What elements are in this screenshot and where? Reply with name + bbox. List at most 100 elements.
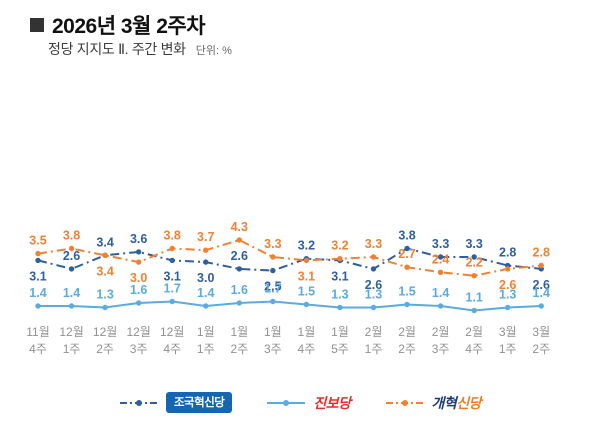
legend-label-gaehyuk-b: 신당 xyxy=(456,394,482,411)
legend-line-sample-gaehyuk xyxy=(385,399,424,406)
value-label: 2.2 xyxy=(465,256,482,270)
value-label: 3.0 xyxy=(130,271,147,285)
value-label: 3.1 xyxy=(298,269,315,283)
data-point xyxy=(203,303,209,309)
data-point xyxy=(270,267,276,274)
data-point xyxy=(505,266,511,272)
data-point xyxy=(68,303,75,309)
data-point xyxy=(538,262,544,269)
value-label: 3.3 xyxy=(365,237,382,251)
data-point xyxy=(102,252,108,258)
x-axis-label: 3주 xyxy=(130,342,148,356)
value-label: 1.1 xyxy=(465,291,482,305)
data-point xyxy=(35,250,41,257)
x-axis-label: 3주 xyxy=(264,342,282,356)
value-label: 3.1 xyxy=(29,269,46,283)
x-axis-label: 4주 xyxy=(298,342,316,356)
data-point xyxy=(370,266,377,272)
x-axis-label: 2월 xyxy=(398,325,416,339)
data-point xyxy=(303,257,310,264)
x-axis-label: 2주 xyxy=(230,342,248,356)
x-axis-label: 4주 xyxy=(29,342,47,356)
value-label: 1.3 xyxy=(96,288,113,302)
value-label: 1.6 xyxy=(231,283,248,297)
value-label: 1.5 xyxy=(398,285,415,299)
data-point xyxy=(471,254,477,260)
x-axis-label: 2월 xyxy=(465,325,483,339)
value-label: 3.0 xyxy=(197,271,214,285)
data-point xyxy=(135,300,142,306)
x-axis-label: 12월 xyxy=(93,325,117,339)
value-label: 1.4 xyxy=(432,286,449,300)
legend-item-jinbo: 진보당 xyxy=(266,393,351,413)
data-point xyxy=(370,304,377,311)
legend-line-sample-jokuk xyxy=(119,399,158,406)
data-point xyxy=(135,259,142,265)
data-point xyxy=(203,247,209,253)
x-axis-label: 1월 xyxy=(264,325,282,339)
x-axis-label: 2주 xyxy=(532,342,550,356)
x-axis-label: 2월 xyxy=(365,325,383,339)
legend-item-jokuk: 조국혁신당 xyxy=(119,392,233,413)
value-label: 1.7 xyxy=(164,282,181,296)
x-axis-label: 3월 xyxy=(499,325,517,339)
data-point xyxy=(437,254,444,260)
x-axis-label: 1월 xyxy=(298,325,316,339)
value-label: 1.4 xyxy=(533,286,550,300)
value-label: 1.5 xyxy=(298,285,315,299)
series-line-진보당 xyxy=(38,300,542,312)
data-point xyxy=(337,256,343,262)
value-label: 3.2 xyxy=(298,239,315,253)
series-line-개혁신당 xyxy=(37,238,542,277)
data-point xyxy=(169,257,175,264)
unit-label: 단위: % xyxy=(195,45,232,57)
value-label: 3.3 xyxy=(465,237,482,251)
legend-label-jokuk: 조국혁신당 xyxy=(165,392,233,413)
value-label: 3.5 xyxy=(29,234,46,248)
data-point xyxy=(337,304,343,311)
value-label: 1.3 xyxy=(365,288,382,302)
page-title: 2026년 3월 2주차 xyxy=(52,15,206,38)
party-support-line-chart: 11월 4주 12월 1주 12월 2주 12월 3주 12월 4주 1월 1주 1월 2주 1월 3주 1월 4… xyxy=(26,220,550,356)
data-point xyxy=(68,245,75,252)
value-label: 1.3 xyxy=(499,288,516,302)
data-point xyxy=(236,266,242,272)
data-point xyxy=(236,300,242,306)
value-label: 1.4 xyxy=(29,286,46,300)
value-label: 3.8 xyxy=(63,229,80,243)
legend-label-gaehyuk: 개혁신당 xyxy=(432,393,482,413)
data-point xyxy=(68,266,75,272)
data-point xyxy=(270,254,276,260)
data-point xyxy=(471,273,477,279)
value-label: 2.8 xyxy=(499,246,516,260)
title-bullet-icon xyxy=(30,18,44,32)
value-label: 2.6 xyxy=(231,249,248,263)
data-point xyxy=(404,264,410,270)
x-axis-label: 1주 xyxy=(63,342,81,356)
value-label: 2.6 xyxy=(365,278,382,292)
x-axis-label: 2월 xyxy=(432,325,450,339)
value-label: 3.8 xyxy=(398,229,415,243)
value-label: 3.1 xyxy=(331,269,348,283)
value-label: 3.1 xyxy=(164,269,181,283)
x-axis-label: 1주 xyxy=(365,342,383,356)
data-point xyxy=(35,257,41,264)
value-label: 1.3 xyxy=(331,288,348,302)
x-axis-label: 5주 xyxy=(331,342,349,356)
data-point xyxy=(102,304,108,311)
header: 2026년 3월 2주차 xyxy=(30,10,206,40)
legend-line-sample-jinbo xyxy=(267,399,306,406)
data-point xyxy=(471,307,477,314)
value-label: 1.6 xyxy=(130,283,147,297)
value-label: 2.7 xyxy=(398,247,415,261)
x-axis-label: 11월 xyxy=(26,325,50,339)
x-axis-label: 2주 xyxy=(398,342,416,356)
value-label: 3.6 xyxy=(130,232,147,246)
legend-label-gaehyuk-a: 개혁 xyxy=(431,394,457,411)
data-point xyxy=(404,301,410,308)
chart-subtitle: 정당 지지도 Ⅱ. 주간 변화 xyxy=(48,41,186,57)
data-point xyxy=(370,254,377,260)
data-point xyxy=(303,301,310,308)
value-label: 2.5 xyxy=(264,280,281,294)
